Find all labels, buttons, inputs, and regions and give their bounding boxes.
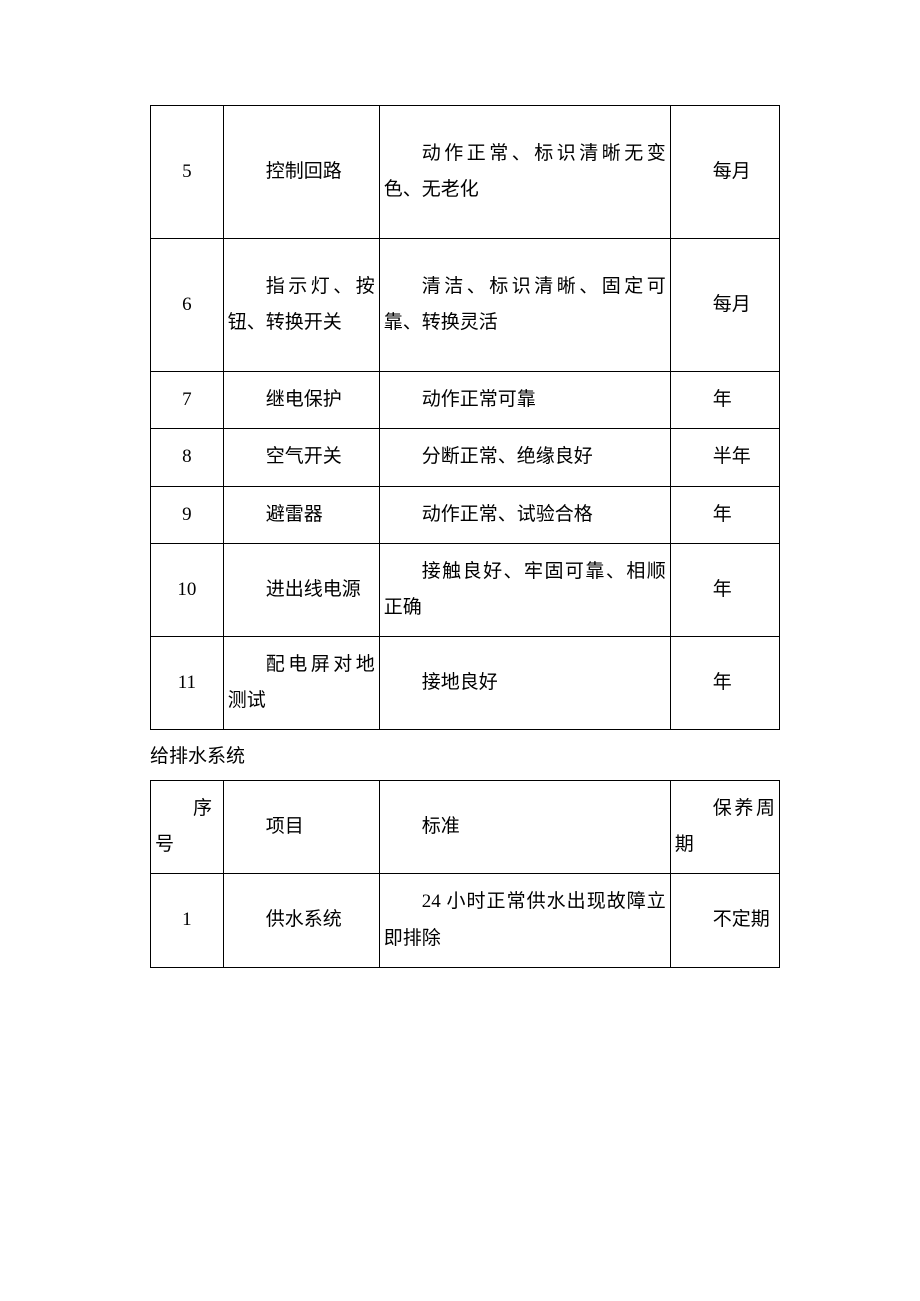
row-number: 7 <box>151 372 224 429</box>
table-row: 6 指示灯、按钮、转换开关 清洁、标识清晰、固定可靠、转换灵活 每月 <box>151 239 780 372</box>
row-number: 11 <box>151 636 224 729</box>
row-cycle: 不定期 <box>670 874 779 967</box>
row-item: 空气开关 <box>223 429 379 486</box>
header-cycle: 保养周期 <box>670 781 779 874</box>
row-item: 进出线电源 <box>223 543 379 636</box>
row-item: 继电保护 <box>223 372 379 429</box>
row-number: 5 <box>151 106 224 239</box>
row-number: 1 <box>151 874 224 967</box>
row-cycle: 年 <box>670 486 779 543</box>
maintenance-table-2: 序号 项目 标准 保养周期 1 供水系统 24 小时正常供水出现故障立即排除 不… <box>150 780 780 967</box>
row-cycle: 年 <box>670 372 779 429</box>
row-cycle: 半年 <box>670 429 779 486</box>
row-standard: 动作正常、标识清晰无变色、无老化 <box>379 106 670 239</box>
table-header-row: 序号 项目 标准 保养周期 <box>151 781 780 874</box>
table-row: 1 供水系统 24 小时正常供水出现故障立即排除 不定期 <box>151 874 780 967</box>
row-cycle: 年 <box>670 543 779 636</box>
row-number: 6 <box>151 239 224 372</box>
row-number: 10 <box>151 543 224 636</box>
section-title: 给排水系统 <box>150 740 780 774</box>
row-cycle: 每月 <box>670 106 779 239</box>
row-item: 控制回路 <box>223 106 379 239</box>
header-standard: 标准 <box>379 781 670 874</box>
row-number: 9 <box>151 486 224 543</box>
row-cycle: 年 <box>670 636 779 729</box>
row-item: 避雷器 <box>223 486 379 543</box>
row-cycle: 每月 <box>670 239 779 372</box>
header-item: 项目 <box>223 781 379 874</box>
document-page: 5 控制回路 动作正常、标识清晰无变色、无老化 每月 6 指示灯、按钮、转换开关… <box>0 0 920 1028</box>
row-standard: 接触良好、牢固可靠、相顺正确 <box>379 543 670 636</box>
header-number: 序号 <box>151 781 224 874</box>
row-item: 供水系统 <box>223 874 379 967</box>
table-row: 10 进出线电源 接触良好、牢固可靠、相顺正确 年 <box>151 543 780 636</box>
row-number: 8 <box>151 429 224 486</box>
table-row: 9 避雷器 动作正常、试验合格 年 <box>151 486 780 543</box>
row-standard: 清洁、标识清晰、固定可靠、转换灵活 <box>379 239 670 372</box>
row-standard: 24 小时正常供水出现故障立即排除 <box>379 874 670 967</box>
table-row: 5 控制回路 动作正常、标识清晰无变色、无老化 每月 <box>151 106 780 239</box>
row-item: 配电屏对地测试 <box>223 636 379 729</box>
table-row: 7 继电保护 动作正常可靠 年 <box>151 372 780 429</box>
maintenance-table-1: 5 控制回路 动作正常、标识清晰无变色、无老化 每月 6 指示灯、按钮、转换开关… <box>150 105 780 730</box>
row-standard: 动作正常、试验合格 <box>379 486 670 543</box>
row-standard: 接地良好 <box>379 636 670 729</box>
row-item: 指示灯、按钮、转换开关 <box>223 239 379 372</box>
table-row: 8 空气开关 分断正常、绝缘良好 半年 <box>151 429 780 486</box>
table-row: 11 配电屏对地测试 接地良好 年 <box>151 636 780 729</box>
row-standard: 动作正常可靠 <box>379 372 670 429</box>
row-standard: 分断正常、绝缘良好 <box>379 429 670 486</box>
